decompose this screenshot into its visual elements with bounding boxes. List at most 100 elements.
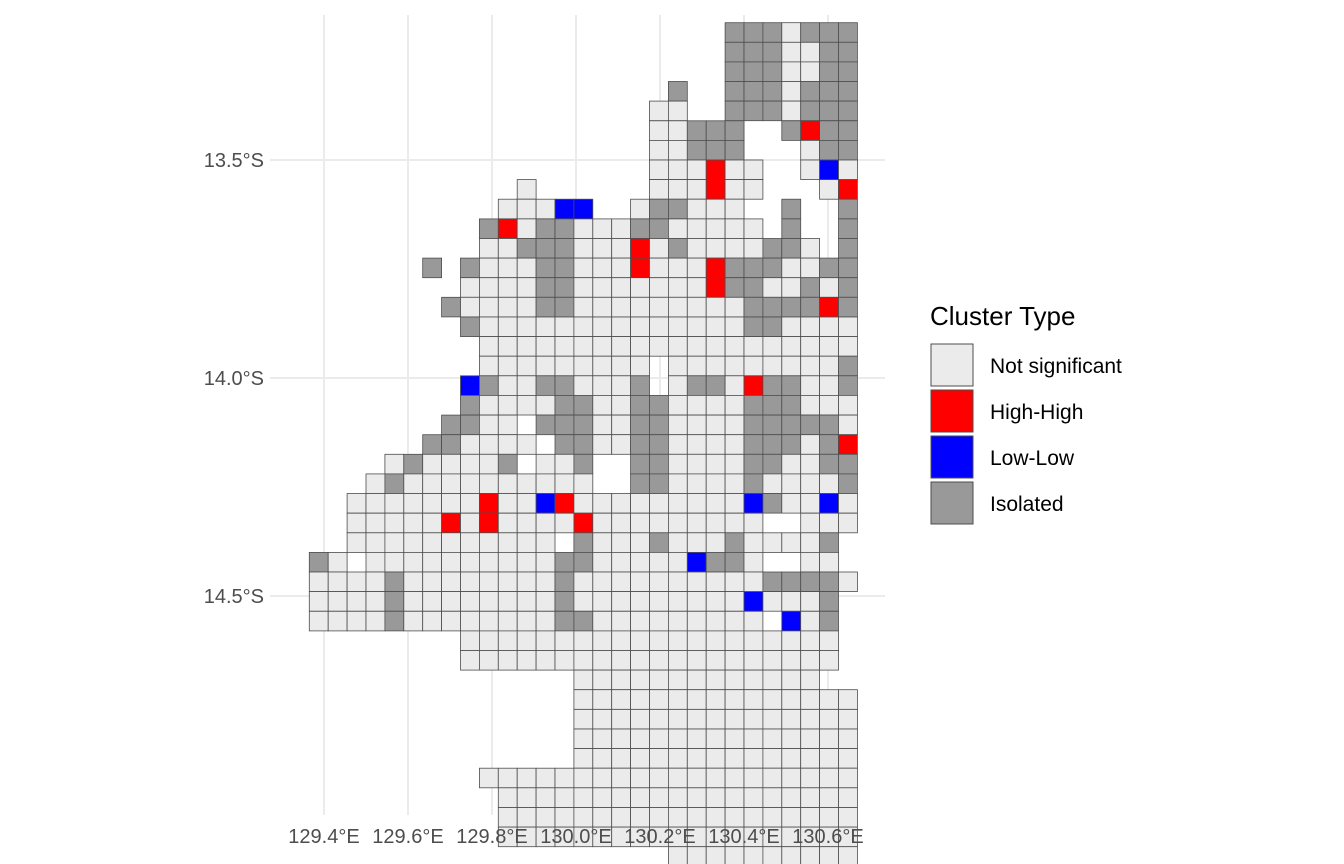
grid-cell — [327, 610, 348, 632]
grid-cell — [422, 512, 443, 534]
grid-cell — [724, 453, 745, 475]
grid-cell — [497, 552, 518, 573]
grid-cell — [800, 22, 821, 43]
grid-cell — [649, 610, 669, 632]
grid-cell — [819, 493, 839, 514]
grid-cell — [516, 552, 537, 573]
grid-cell — [460, 512, 480, 534]
grid-cell — [838, 787, 858, 808]
grid-cell — [573, 257, 594, 279]
grid-cell — [724, 139, 745, 161]
grid-cell — [630, 414, 650, 436]
grid-cell — [762, 61, 783, 82]
grid-cell — [743, 552, 764, 573]
grid-cell — [308, 591, 329, 612]
grid-cell — [403, 591, 424, 612]
grid-cell — [838, 414, 858, 436]
grid-cell — [686, 139, 707, 161]
grid-cell — [819, 81, 839, 102]
grid-cell — [705, 846, 726, 864]
grid-cell — [800, 414, 821, 436]
grid-cell — [724, 120, 745, 141]
grid-cell — [649, 238, 669, 259]
grid-cell — [838, 61, 858, 82]
grid-cell — [668, 139, 688, 161]
grid-cell — [743, 434, 764, 455]
grid-cell — [743, 846, 764, 864]
grid-cell — [422, 552, 443, 573]
grid-cell — [478, 375, 499, 396]
grid-cell — [497, 355, 518, 377]
grid-cell — [460, 473, 480, 494]
grid-cell — [781, 394, 802, 416]
grid-cell — [422, 257, 443, 279]
grid-cell — [668, 179, 688, 200]
grid-cell — [554, 453, 575, 475]
grid-cell — [441, 610, 461, 632]
grid-cell — [422, 591, 443, 612]
grid-cell — [573, 689, 594, 710]
grid-cell — [705, 571, 726, 593]
grid-cell — [800, 787, 821, 808]
grid-cell — [573, 316, 594, 338]
grid-cell — [535, 552, 556, 573]
grid-cell — [630, 355, 650, 377]
grid-cell — [819, 748, 839, 769]
grid-cell — [668, 316, 688, 338]
grid-cell — [724, 355, 745, 377]
grid-cell — [554, 571, 575, 593]
grid-cell — [649, 453, 669, 475]
grid-cell — [516, 238, 537, 259]
grid-cell — [838, 473, 858, 494]
grid-cell — [478, 296, 499, 318]
grid-cell — [554, 394, 575, 416]
grid-cell — [630, 238, 650, 259]
grid-cell — [649, 689, 669, 710]
grid-cell — [441, 414, 461, 436]
grid-cell — [743, 591, 764, 612]
grid-cell — [649, 394, 669, 416]
grid-cell — [724, 728, 745, 750]
grid-cell — [649, 198, 669, 220]
grid-cell — [838, 493, 858, 514]
grid-cell — [686, 493, 707, 514]
grid-cell — [838, 355, 858, 377]
grid-cell — [649, 591, 669, 612]
grid-cell — [497, 257, 518, 279]
grid-cell — [554, 414, 575, 436]
grid-cell — [762, 493, 783, 514]
grid-cell — [649, 159, 669, 181]
grid-cell — [535, 591, 556, 612]
grid-cell — [478, 218, 499, 239]
grid-cell — [554, 198, 575, 220]
grid-cell — [705, 552, 726, 573]
grid-cell — [668, 414, 688, 436]
grid-cell — [308, 552, 329, 573]
grid-cell — [686, 218, 707, 239]
grid-cell — [592, 709, 613, 730]
grid-cell — [819, 630, 839, 651]
grid-cell — [516, 355, 537, 377]
grid-cell — [365, 493, 386, 514]
grid-cell — [686, 394, 707, 416]
grid-cell — [838, 159, 858, 181]
grid-cell — [819, 591, 839, 612]
grid-cell — [346, 512, 367, 534]
grid-cell — [838, 139, 858, 161]
grid-cell — [724, 61, 745, 82]
grid-cell — [649, 257, 669, 279]
grid-cell — [781, 41, 802, 63]
grid-cell — [611, 709, 632, 730]
grid-cell — [838, 81, 858, 102]
grid-cell — [592, 512, 613, 534]
grid-cell — [838, 748, 858, 769]
grid-cell — [441, 532, 461, 553]
grid-cell — [592, 218, 613, 239]
grid-cell — [781, 473, 802, 494]
grid-cell — [460, 414, 480, 436]
grid-cell — [705, 650, 726, 671]
grid-cell — [724, 748, 745, 769]
grid-cell — [838, 846, 858, 864]
grid-cell — [611, 689, 632, 710]
grid-cell — [668, 669, 688, 691]
